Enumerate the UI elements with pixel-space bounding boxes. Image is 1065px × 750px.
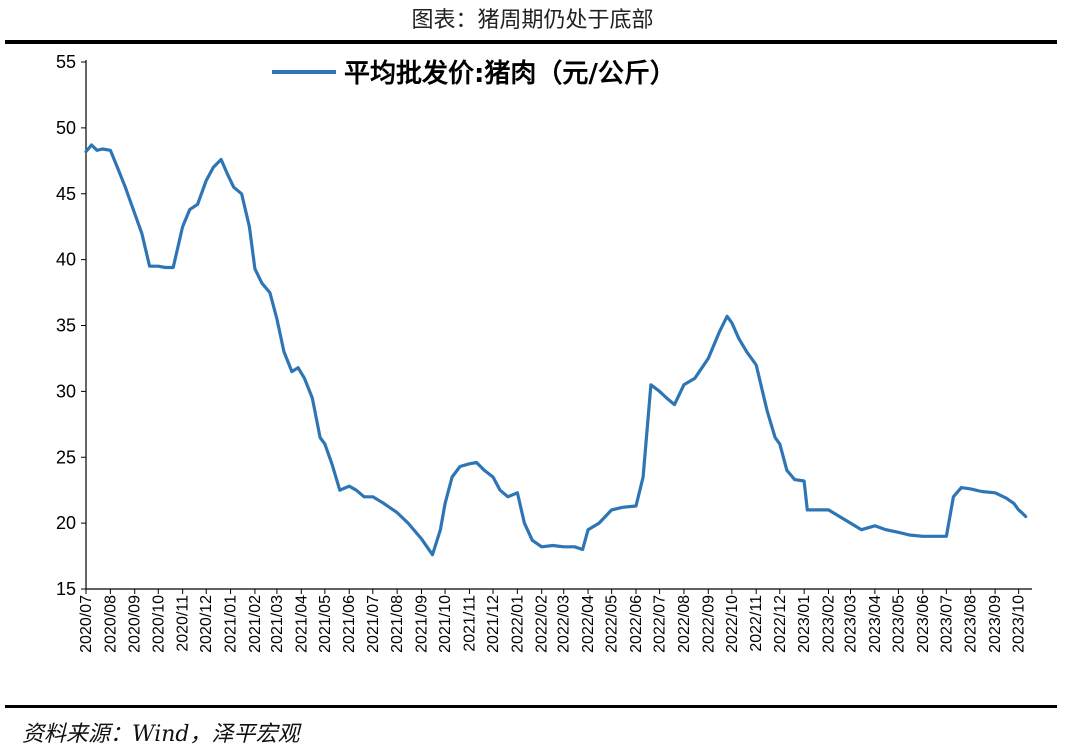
y-tick-label: 55 — [56, 52, 76, 72]
x-tick-label: 2023/05 — [890, 595, 907, 653]
y-tick-label: 35 — [56, 316, 76, 336]
x-tick-label: 2021/11 — [461, 595, 478, 652]
x-tick-label: 2020/10 — [150, 595, 167, 653]
x-tick-label: 2020/12 — [198, 595, 215, 653]
x-tick-label: 2022/03 — [556, 595, 573, 653]
x-tick-label: 2023/04 — [867, 595, 884, 653]
x-tick-label: 2021/10 — [437, 595, 454, 653]
y-tick-label: 15 — [56, 579, 76, 599]
x-tick-label: 2023/08 — [963, 595, 980, 653]
chart-axes — [85, 60, 1032, 590]
y-axis-ticks: 15 20 25 30 35 40 45 50 55 — [56, 52, 86, 599]
x-tick-label: 2023/09 — [987, 595, 1004, 653]
x-tick-label: 2021/02 — [247, 595, 264, 653]
x-tick-label: 2020/11 — [175, 595, 192, 652]
x-tick-label: 2021/07 — [365, 595, 382, 653]
x-tick-label: 2021/01 — [223, 595, 240, 653]
x-tick-label: 2023/02 — [821, 595, 838, 653]
bottom-rule — [5, 705, 1057, 708]
series-layer — [84, 143, 1028, 557]
x-tick-label: 2023/10 — [1011, 595, 1028, 653]
x-tick-label: 2022/04 — [580, 595, 597, 653]
x-tick-label: 2022/12 — [772, 595, 789, 653]
x-tick-label: 2020/07 — [78, 595, 95, 653]
y-tick-label: 30 — [56, 381, 76, 401]
y-tick-label: 45 — [56, 184, 76, 204]
x-tick-label: 2021/06 — [341, 595, 358, 653]
x-tick-label: 2022/08 — [676, 595, 693, 653]
x-tick-label: 2022/06 — [628, 595, 645, 653]
x-tick-label: 2023/03 — [843, 595, 860, 653]
y-tick-label: 40 — [56, 250, 76, 270]
x-tick-label: 2022/10 — [724, 595, 741, 653]
x-tick-label: 2022/02 — [534, 595, 551, 653]
legend-label: 平均批发价:猪肉（元/公斤） — [344, 58, 676, 89]
top-rule — [5, 40, 1057, 44]
y-tick-label: 50 — [56, 118, 76, 138]
x-tick-label: 2021/04 — [293, 595, 310, 653]
x-tick-label: 2022/11 — [748, 595, 765, 652]
x-tick-label: 2021/03 — [269, 595, 286, 653]
x-tick-label: 2022/05 — [604, 595, 621, 653]
x-tick-label: 2021/05 — [317, 595, 334, 653]
x-axis-ticks: 2020/07 2020/08 2020/09 2020/10 2020/11 2020/… — [78, 589, 1028, 653]
x-tick-label: 2023/01 — [796, 595, 813, 653]
x-tick-label: 2020/08 — [102, 595, 119, 653]
x-tick-label: 2022/09 — [700, 595, 717, 653]
x-tick-label: 2022/01 — [509, 595, 526, 653]
series-line-0 — [84, 143, 1028, 557]
chart-legend: 平均批发价:猪肉（元/公斤） — [272, 58, 676, 89]
x-tick-label: 2023/07 — [938, 595, 955, 653]
x-tick-label: 2022/07 — [652, 595, 669, 653]
x-tick-label: 2021/12 — [485, 595, 502, 653]
y-tick-label: 20 — [56, 513, 76, 533]
y-tick-label: 25 — [56, 447, 76, 467]
figure-title: 图表：猪周期仍处于底部 — [411, 8, 654, 33]
x-tick-label: 2021/09 — [414, 595, 431, 653]
x-tick-label: 2020/09 — [127, 595, 144, 653]
x-tick-label: 2023/06 — [915, 595, 932, 653]
source-note: 资料来源：Wind，泽平宏观 — [22, 722, 300, 747]
x-tick-label: 2021/08 — [389, 595, 406, 653]
line-chart: 15 20 25 30 35 40 45 50 55 2020/07 2020/08 2020/09… — [56, 52, 1032, 653]
